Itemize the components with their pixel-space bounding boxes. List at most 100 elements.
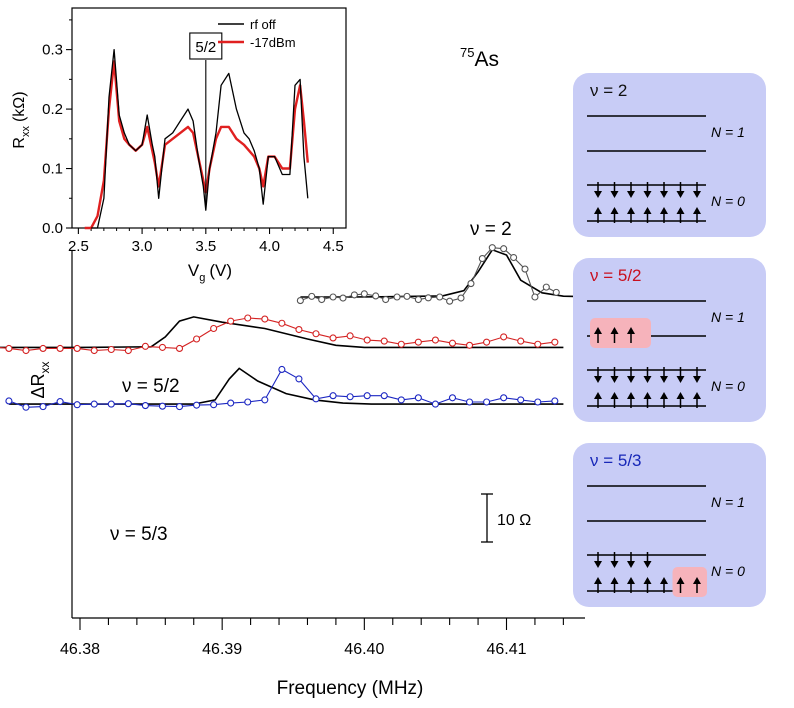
data-point: [5, 397, 13, 405]
data-point: [424, 294, 432, 302]
inset-y-label-unit: (kΩ): [11, 91, 28, 122]
data-point: [261, 315, 269, 323]
inset-tick-labels: 2.5 3.0 3.5 4.0 4.5 0.0 0.1 0.2 0.3: [42, 42, 344, 255]
data-point: [227, 317, 235, 325]
n0-label: N = 0: [711, 563, 745, 579]
inset-frame: [71, 7, 347, 229]
inset-x-tick-label: 2.5: [68, 238, 89, 255]
spin-down-arrow-head: [627, 376, 635, 383]
inset-series: [84, 48, 309, 230]
data-point: [446, 297, 454, 305]
spin-up-arrow-head: [610, 207, 619, 214]
level-diagram: ν = 2 N = 1 N = 0: [573, 73, 766, 237]
data-point: [227, 399, 235, 407]
inset-x-label-sub: g: [199, 272, 205, 284]
data-point: [448, 394, 457, 402]
spin-down-arrow-head: [610, 191, 619, 198]
inset-y-label-sub: xx: [20, 126, 32, 138]
spin-down-arrow-head: [643, 561, 652, 568]
spin-up-arrow-head: [627, 327, 635, 334]
diagram-filling-label: ν = 5/2: [590, 266, 642, 285]
data-point: [296, 297, 304, 305]
data-point: [73, 344, 81, 353]
data-point: [483, 338, 491, 346]
spin-down-arrow-head: [643, 191, 652, 198]
data-point: [483, 398, 491, 406]
data-point: [295, 325, 303, 334]
data-point: [329, 392, 337, 400]
main-x-tick-labels: 46.38 46.39 46.40 46.41: [60, 641, 527, 658]
data-point: [193, 335, 201, 343]
spin-down-arrow-head: [643, 376, 652, 383]
legend-label: -17dBm: [250, 35, 296, 50]
data-point: [414, 295, 422, 304]
data-point: [360, 290, 368, 298]
data-point: [382, 295, 390, 304]
data-point: [90, 400, 98, 408]
data-point: [414, 394, 422, 402]
spin-down-arrow-head: [594, 376, 602, 383]
x-tick-label: 46.39: [202, 641, 242, 658]
spin-up-arrow-head: [660, 207, 668, 214]
level-diagrams: ν = 2 N = 1 N = 0 ν = 5/2 N = 1 N = 0 ν = 5/3 N…: [573, 73, 766, 607]
data-point: [278, 319, 286, 327]
x-tick-label: 46.41: [486, 641, 526, 658]
data-point: [329, 334, 337, 342]
inset-ticks: [66, 19, 334, 234]
scale-bar: 10 Ω: [481, 493, 531, 543]
spin-up-arrow-head: [676, 392, 685, 399]
data-point: [431, 400, 439, 408]
inset-x-label-unit: (V): [209, 261, 232, 280]
fit-curve: [8, 367, 564, 405]
data-point: [517, 337, 525, 345]
n1-label: N = 1: [711, 494, 745, 510]
spin-down-arrow-head: [610, 376, 619, 383]
data-point: [107, 400, 115, 408]
spin-up-arrow-head: [693, 392, 701, 399]
inset-y-axis-label: Rxx (kΩ): [11, 91, 32, 148]
inset-series-line: [91, 48, 309, 229]
data-point: [124, 346, 132, 355]
data-point: [39, 403, 47, 411]
n0-label: N = 0: [711, 193, 745, 209]
data-point: [244, 314, 252, 322]
data-point: [141, 402, 149, 410]
data-point: [534, 340, 542, 348]
data-point: [467, 280, 475, 288]
inset-y-tick-label: 0.3: [42, 42, 63, 59]
data-point: [5, 344, 13, 353]
x-tick-label: 46.38: [60, 641, 100, 658]
data-point: [339, 294, 347, 302]
inset-x-tick-label: 4.0: [259, 238, 280, 255]
inset-marker: 5/2: [189, 32, 223, 205]
data-point: [346, 332, 354, 340]
data-point: [436, 293, 444, 301]
data-point: [22, 346, 30, 355]
data-point: [210, 401, 218, 409]
diagram-filling-label: ν = 2: [590, 81, 627, 100]
spin-down-arrow-head: [693, 376, 701, 383]
x-tick-label: 46.40: [344, 641, 384, 658]
spin-down-arrow-head: [693, 191, 701, 198]
traces: [0, 244, 649, 411]
data-point: [308, 292, 316, 300]
data-point: [158, 402, 167, 410]
data-point: [372, 292, 380, 300]
fit-curve: [300, 248, 649, 298]
spin-up-arrow-head: [660, 577, 668, 584]
legend-label: rf off: [250, 17, 276, 32]
data-point: [478, 255, 486, 263]
spin-up-arrow-head: [643, 392, 652, 399]
data-point: [517, 396, 525, 404]
trace-labels: ν = 2 ν = 5/2 ν = 5/3: [110, 219, 512, 545]
inset-x-tick-label: 3.5: [195, 238, 216, 255]
data-point: [210, 324, 218, 333]
data-point: [158, 343, 167, 351]
data-point: [500, 394, 508, 402]
trace-group: [0, 314, 564, 355]
main-y-axis-label: ΔRxx: [28, 361, 52, 398]
inset-x-label-main: V: [188, 261, 200, 280]
spin-up-arrow-head: [643, 577, 652, 584]
data-point: [73, 401, 81, 409]
main-x-ticks: [79, 618, 564, 630]
